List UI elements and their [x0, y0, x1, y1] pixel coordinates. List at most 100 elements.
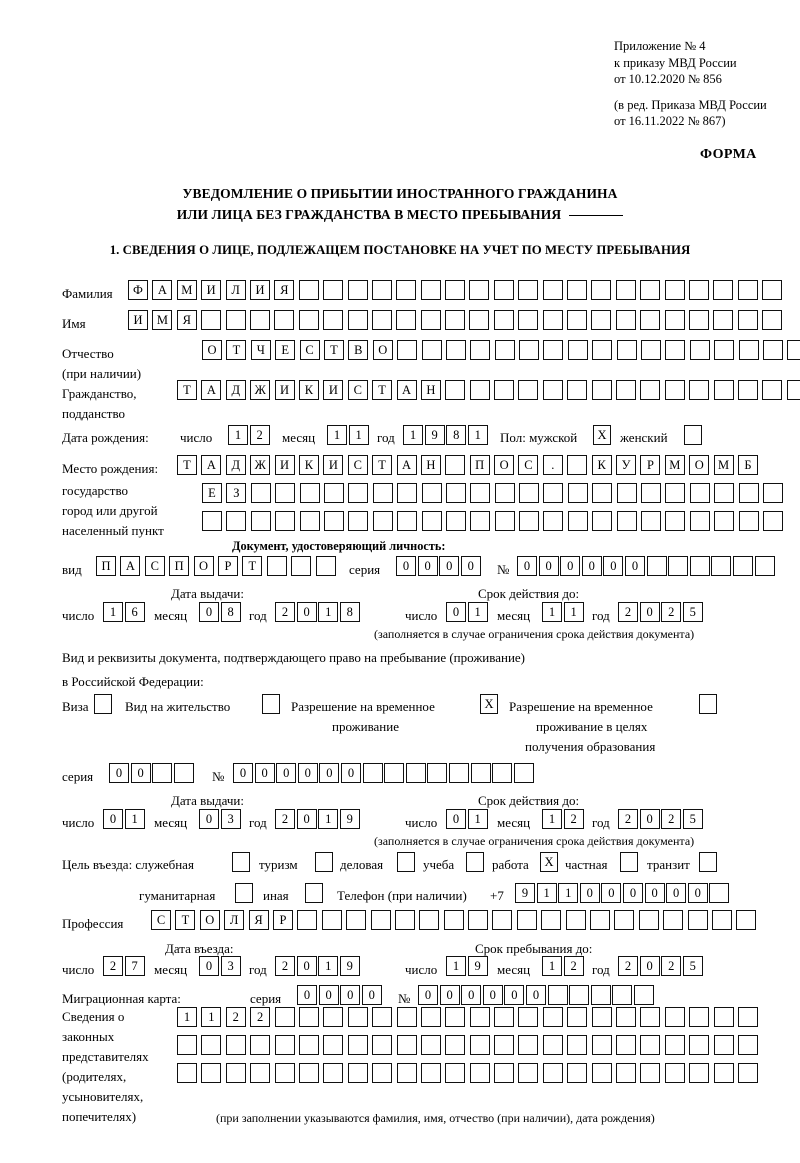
- char-box[interactable]: [591, 280, 612, 300]
- char-box[interactable]: [518, 280, 539, 300]
- visa-checkbox[interactable]: [94, 694, 112, 714]
- char-box[interactable]: [226, 511, 247, 531]
- char-box[interactable]: [640, 310, 661, 330]
- char-box[interactable]: [736, 910, 757, 930]
- char-box[interactable]: 2: [563, 809, 584, 829]
- char-box[interactable]: 1: [467, 602, 488, 622]
- char-box[interactable]: [687, 910, 708, 930]
- char-box[interactable]: [543, 511, 564, 531]
- char-box[interactable]: Л: [224, 910, 245, 930]
- char-box[interactable]: [445, 1063, 466, 1083]
- char-box[interactable]: 0: [525, 985, 546, 1005]
- char-box[interactable]: [689, 483, 710, 503]
- temp-edu-checkbox[interactable]: [699, 694, 717, 714]
- char-box[interactable]: [347, 1063, 368, 1083]
- char-box[interactable]: [616, 483, 637, 503]
- char-box[interactable]: [711, 556, 732, 576]
- char-box[interactable]: [448, 763, 469, 783]
- char-box[interactable]: М: [152, 310, 173, 330]
- char-box[interactable]: Я: [274, 280, 295, 300]
- char-box[interactable]: Ж: [250, 380, 271, 400]
- char-box[interactable]: [565, 910, 586, 930]
- char-box[interactable]: 0: [296, 956, 317, 976]
- char-box[interactable]: [754, 556, 775, 576]
- char-box[interactable]: [542, 310, 563, 330]
- char-box[interactable]: С: [347, 455, 368, 475]
- char-box[interactable]: [297, 910, 318, 930]
- char-box[interactable]: [689, 511, 710, 531]
- char-box[interactable]: [298, 1063, 319, 1083]
- char-box[interactable]: Е: [202, 483, 222, 503]
- char-box[interactable]: 0: [417, 556, 438, 576]
- char-box[interactable]: [323, 1007, 344, 1027]
- purpose-study-checkbox[interactable]: [466, 852, 484, 872]
- char-box[interactable]: [468, 910, 489, 930]
- char-box[interactable]: 9: [339, 809, 360, 829]
- char-box[interactable]: [371, 280, 392, 300]
- char-box[interactable]: [347, 310, 368, 330]
- char-box[interactable]: [787, 340, 800, 360]
- char-box[interactable]: [665, 483, 686, 503]
- char-box[interactable]: 0: [579, 883, 600, 903]
- char-box[interactable]: [689, 556, 710, 576]
- sex-female-checkbox[interactable]: [684, 425, 702, 445]
- char-box[interactable]: [689, 1007, 710, 1027]
- char-box[interactable]: [299, 511, 320, 531]
- char-box[interactable]: Т: [226, 340, 247, 360]
- char-box[interactable]: [591, 1035, 612, 1055]
- char-box[interactable]: [225, 1063, 246, 1083]
- char-box[interactable]: О: [199, 910, 220, 930]
- char-box[interactable]: О: [494, 455, 515, 475]
- legal-rep-row-2-boxes[interactable]: [177, 1035, 758, 1055]
- char-box[interactable]: [713, 380, 734, 400]
- char-box[interactable]: 0: [340, 763, 361, 783]
- char-box[interactable]: С: [299, 340, 320, 360]
- char-box[interactable]: [225, 1035, 246, 1055]
- char-box[interactable]: 0: [109, 763, 129, 783]
- char-box[interactable]: [445, 340, 466, 360]
- char-box[interactable]: 2: [661, 602, 682, 622]
- char-box[interactable]: 1: [103, 602, 123, 622]
- char-box[interactable]: [738, 511, 759, 531]
- char-box[interactable]: 0: [603, 556, 624, 576]
- char-box[interactable]: Р: [272, 910, 293, 930]
- char-box[interactable]: [732, 556, 753, 576]
- char-box[interactable]: У: [616, 455, 637, 475]
- char-box[interactable]: К: [298, 380, 319, 400]
- char-box[interactable]: [592, 483, 613, 503]
- purpose-official-checkbox[interactable]: [232, 852, 250, 872]
- char-box[interactable]: [372, 511, 393, 531]
- char-box[interactable]: [202, 511, 222, 531]
- char-box[interactable]: 0: [276, 763, 297, 783]
- char-box[interactable]: С: [151, 910, 171, 930]
- char-box[interactable]: [274, 1035, 295, 1055]
- char-box[interactable]: [646, 556, 667, 576]
- char-box[interactable]: [323, 280, 344, 300]
- char-box[interactable]: [665, 511, 686, 531]
- char-box[interactable]: О: [689, 455, 710, 475]
- char-box[interactable]: М: [176, 280, 197, 300]
- char-box[interactable]: [714, 483, 735, 503]
- char-box[interactable]: [614, 910, 635, 930]
- char-box[interactable]: [688, 310, 709, 330]
- char-box[interactable]: [762, 340, 783, 360]
- char-box[interactable]: 0: [517, 556, 537, 576]
- char-box[interactable]: [640, 280, 661, 300]
- char-box[interactable]: [299, 483, 320, 503]
- char-box[interactable]: 3: [220, 809, 241, 829]
- char-box[interactable]: Б: [737, 455, 758, 475]
- char-box[interactable]: [688, 280, 709, 300]
- char-box[interactable]: [567, 1007, 588, 1027]
- char-box[interactable]: [470, 763, 491, 783]
- char-box[interactable]: 0: [538, 556, 559, 576]
- char-box[interactable]: [542, 380, 563, 400]
